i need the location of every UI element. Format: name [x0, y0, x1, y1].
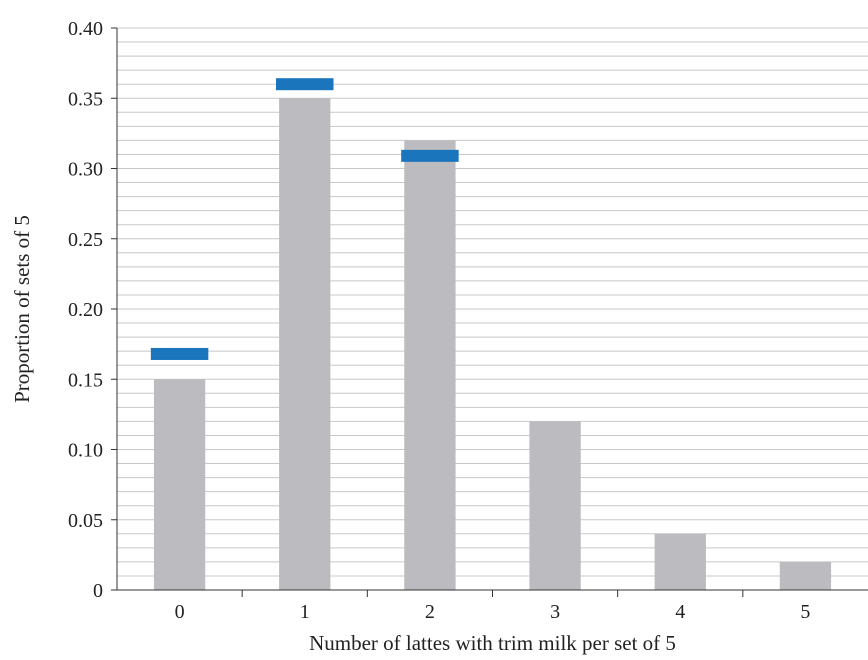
marker	[150, 347, 209, 360]
x-ticks: 0 1 2 3 4 5	[175, 590, 810, 623]
bar	[654, 533, 706, 590]
y-ticks: 0 0.05 0.10 0.15 0.20 0.25 0.30 0.35 0.40	[68, 18, 117, 602]
y-tick-label: 0	[93, 580, 103, 602]
y-tick-label: 0.30	[68, 159, 103, 181]
y-tick-label: 0.10	[68, 440, 103, 462]
bar	[529, 421, 581, 590]
x-tick-label: 1	[300, 601, 310, 623]
x-tick-label: 0	[175, 601, 185, 623]
bar	[279, 98, 331, 590]
y-tick-label: 0.05	[68, 510, 103, 532]
grid-lines	[117, 27, 868, 577]
marker	[276, 78, 334, 91]
y-tick-label: 0.35	[68, 88, 103, 110]
y-tick-label: 0.40	[68, 18, 103, 40]
y-axis-title: Proportion of sets of 5	[10, 215, 34, 403]
bar	[779, 561, 832, 590]
markers	[150, 78, 459, 360]
y-tick-label: 0.25	[68, 229, 103, 251]
bar	[153, 379, 206, 590]
bars	[153, 98, 832, 590]
x-tick-label: 3	[550, 601, 560, 623]
x-tick-label: 4	[675, 601, 685, 623]
marker	[401, 149, 459, 162]
x-tick-label: 2	[425, 601, 435, 623]
x-axis-title: Number of lattes with trim milk per set …	[309, 631, 676, 655]
y-tick-label: 0.20	[68, 299, 103, 321]
bar	[404, 140, 456, 590]
y-tick-label: 0.15	[68, 369, 103, 391]
x-tick-label: 5	[800, 601, 810, 623]
